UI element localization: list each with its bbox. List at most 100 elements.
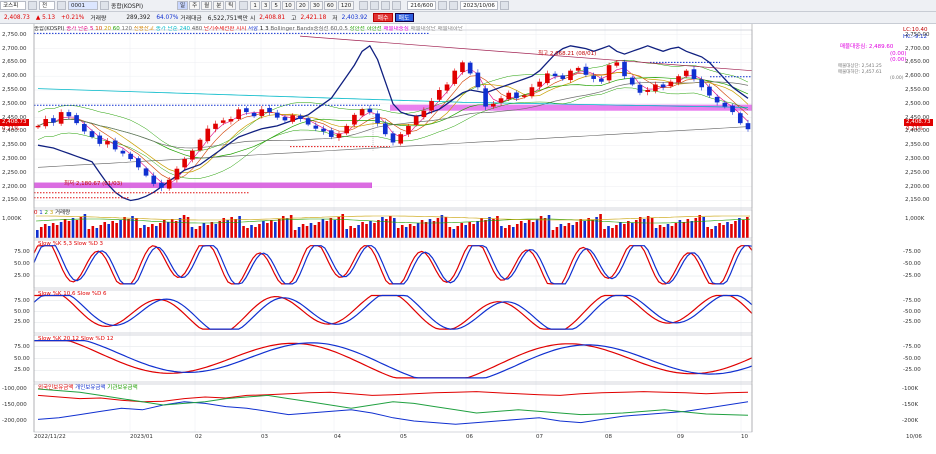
code-select[interactable]: 코스피 [0,1,26,10]
stoch1-k-line [33,245,753,285]
volume-bar [226,220,229,238]
min-10[interactable]: 10 [281,1,295,10]
chart-icon[interactable] [370,1,380,10]
calendar-icon[interactable] [499,1,509,10]
volume-bar [456,226,460,238]
volume-bar [492,219,495,238]
period-week[interactable]: 주 [189,1,201,10]
candle-body [174,168,180,180]
month-feb: 02 [195,434,202,440]
month-may: 05 [400,434,407,440]
month-oct: 10 [741,434,748,440]
candle-body [151,175,157,184]
period-minute[interactable]: 분 [213,1,225,10]
volume-bar [87,229,91,238]
stoch-tick-right: -75.00 [903,343,921,350]
volume-bar [555,227,559,238]
min-5[interactable]: 5 [271,1,281,10]
box-mid-val1: (0.00) [890,51,907,57]
vol-legend-0: 0 [34,210,38,216]
min-1[interactable]: 1 [250,1,260,10]
legend-box-bottom: 매물대하단 [437,26,463,32]
ma240-line [37,88,749,108]
price-tick-left: 2,300.00 [2,156,27,163]
period-month[interactable]: 월 [201,1,213,10]
grid-icon[interactable] [359,1,369,10]
zoom-icon[interactable] [392,1,402,10]
legend-ma480: 480 [191,26,203,32]
legend-ma10: 10 [95,26,103,32]
candle-body [599,78,604,82]
volume-bar [480,218,483,238]
candle-body [421,110,427,118]
search-icon[interactable] [28,1,37,10]
month-start: 2022/11/22 [34,434,66,440]
volume-bar [607,226,610,238]
candle-body [328,130,334,137]
volume-bar [135,218,138,238]
volume-bar [718,223,721,238]
type-select[interactable]: 전 [39,1,55,10]
price-change: ▲ 5.13 [35,14,56,21]
next-icon[interactable] [449,1,459,10]
candle-body [575,67,581,71]
stoch-tick-left: 75.00 [14,297,30,304]
box-mid-val2: (0.00) [890,57,907,63]
sell-button[interactable]: 매도 [394,13,414,22]
volume-bar [615,225,618,238]
min-120[interactable]: 120 [337,1,355,10]
volume-bar [345,229,348,238]
min-20[interactable]: 20 [295,1,309,10]
volume-bar [535,219,539,238]
candle-body [714,96,720,103]
volume-bar [83,214,87,238]
period-day[interactable]: 일 [177,1,189,10]
volume-bar [115,223,118,238]
holding-lines [37,388,749,425]
stoch-tick-right: -25.00 [903,273,921,279]
volume-bar [389,216,392,238]
volume-bar [170,219,174,238]
flow-tick-right: -200K [902,418,919,424]
volume-bar [694,218,698,238]
min-60[interactable]: 60 [323,1,337,10]
legend-ma240: 종가 단순 240 [155,26,190,32]
price-tick-left: 2,500.00 [2,100,27,107]
lookup-icon[interactable] [100,1,109,10]
period-tick[interactable]: 틱 [225,1,237,10]
settings-icon[interactable] [239,1,249,10]
volume-bar [210,222,214,238]
filter-icon[interactable] [57,1,66,10]
candle-body [552,73,558,77]
volume-bar [484,220,487,238]
candle-body [683,70,689,76]
left-price-tag: 2,408.73 [0,119,29,126]
candle-body [645,90,650,92]
date-field[interactable]: 2023/10/06 [460,1,498,10]
prev-icon[interactable] [438,1,448,10]
symbol-input[interactable]: 0001 [68,1,98,10]
ma120-line [37,81,749,149]
price-tick-right: 2,600.00 [905,73,930,80]
candle-body [336,133,342,138]
min-3[interactable]: 3 [260,1,271,10]
volume-bar [107,224,110,238]
lock-icon[interactable] [381,1,391,10]
count-field[interactable]: 216/600 [407,1,437,10]
volume-value: 289,392 [126,14,151,21]
box-mid-label: 매물대중심: 2,489.60 [840,44,894,50]
volume-bar [603,229,606,238]
candle-body [529,87,535,97]
min-30[interactable]: 30 [309,1,323,10]
chart-area[interactable] [0,24,936,454]
volume-label: 거래량 [90,16,107,22]
volume-bar [508,225,511,238]
volume-bar [234,219,237,238]
vol-axis-right: 1,000K [905,216,925,222]
volume-bar [285,218,289,238]
buy-button[interactable]: 매수 [373,13,393,22]
flow-tick-left: -100,000 [2,386,27,392]
flow-legend-foreign: 외국인보유금액 [38,385,74,391]
volume-bar [734,221,737,238]
price-tick-right: 2,350.00 [905,142,930,149]
